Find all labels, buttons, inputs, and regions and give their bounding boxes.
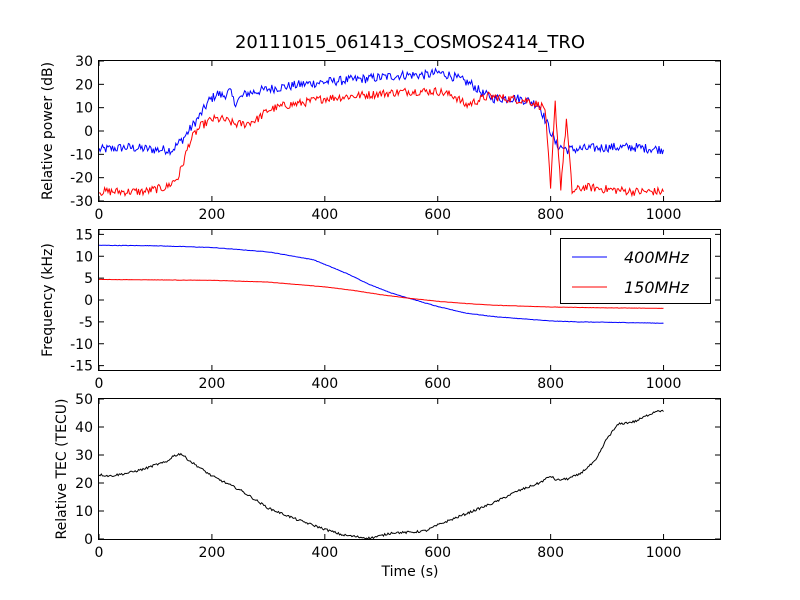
x-tick-label: 1000 bbox=[646, 545, 682, 561]
x-tick-label: 400 bbox=[311, 376, 338, 392]
x-tick-label: 1000 bbox=[646, 207, 682, 223]
frequency-plot-frame bbox=[98, 229, 721, 371]
power-lines bbox=[99, 67, 664, 198]
series-line-1 bbox=[99, 409, 664, 539]
y-tick-label: 40 bbox=[75, 420, 93, 436]
x-tick-label: 800 bbox=[537, 207, 564, 223]
legend-box bbox=[560, 238, 711, 304]
y-tick-label: 30 bbox=[75, 448, 93, 464]
y-tick-label: 10 bbox=[75, 101, 93, 117]
x-tick-label: 0 bbox=[95, 207, 104, 223]
y-tick-label: -10 bbox=[70, 147, 93, 163]
y-tick-label: 0 bbox=[84, 124, 93, 140]
frequency-ticks: 0 200 400 600 800 1000 -15 -10 -5 0 5 10 15 bbox=[70, 227, 720, 392]
frequency-y-axis-label: Frequency (kHz) bbox=[40, 243, 56, 357]
x-tick-label: 200 bbox=[199, 545, 226, 561]
y-tick-label: 15 bbox=[75, 227, 93, 243]
series-line-2 bbox=[99, 87, 664, 198]
tec-lines bbox=[99, 409, 664, 539]
tec-plot-frame bbox=[98, 398, 721, 540]
x-tick-label: 200 bbox=[199, 207, 226, 223]
figure-title: 20111015_061413_COSMOS2414_TRO bbox=[235, 32, 585, 53]
y-tick-label: 0 bbox=[84, 293, 93, 309]
y-tick-label: -5 bbox=[79, 315, 93, 331]
power-plot-frame bbox=[98, 60, 721, 202]
frequency-lines bbox=[99, 244, 664, 324]
power-panel: 0 200 400 600 800 1000 -30 -20 -10 0 10 20 30 Relati… bbox=[40, 54, 721, 223]
y-tick-label: 50 bbox=[75, 392, 93, 408]
x-tick-label: 400 bbox=[311, 545, 338, 561]
series-line-150mhz bbox=[99, 278, 664, 309]
frequency-panel: 0 200 400 600 800 1000 -15 -10 -5 0 5 10 15 Frequenc… bbox=[40, 227, 721, 392]
x-tick-label: 800 bbox=[537, 376, 564, 392]
x-tick-label: 800 bbox=[537, 545, 564, 561]
power-ticks: 0 200 400 600 800 1000 -30 -20 -10 0 10 20 30 bbox=[70, 54, 720, 223]
x-tick-label: 0 bbox=[95, 545, 104, 561]
tec-ticks: 0 200 400 600 800 1000 0 10 20 30 40 50 bbox=[75, 392, 720, 561]
y-tick-label: 5 bbox=[84, 271, 93, 287]
y-tick-label: -20 bbox=[70, 171, 93, 187]
x-tick-label: 400 bbox=[311, 207, 338, 223]
y-tick-label: 0 bbox=[84, 532, 93, 548]
tec-y-axis-label: Relative TEC (TECU) bbox=[54, 399, 70, 540]
x-tick-label: 600 bbox=[424, 207, 451, 223]
x-tick-label: 600 bbox=[424, 545, 451, 561]
legend-label-400mhz: 400MHz bbox=[624, 248, 689, 267]
y-tick-label: 20 bbox=[75, 476, 93, 492]
y-tick-label: -10 bbox=[70, 337, 93, 353]
y-tick-label: 10 bbox=[75, 249, 93, 265]
y-tick-label: 10 bbox=[75, 504, 93, 520]
y-tick-label: -30 bbox=[70, 194, 93, 210]
legend-label-150mhz: 150MHz bbox=[624, 278, 689, 297]
y-tick-label: 30 bbox=[75, 54, 93, 70]
frequency-legend: 400MHz 150MHz bbox=[560, 238, 711, 304]
tec-panel: 0 200 400 600 800 1000 0 10 20 30 40 50 Relative TE… bbox=[54, 392, 721, 561]
power-y-axis-label: Relative power (dB) bbox=[40, 62, 56, 200]
x-tick-label: 600 bbox=[424, 376, 451, 392]
y-tick-label: -15 bbox=[70, 359, 93, 375]
x-tick-label: 1000 bbox=[646, 376, 682, 392]
x-tick-label: 0 bbox=[95, 376, 104, 392]
y-tick-label: 20 bbox=[75, 77, 93, 93]
series-line-400mhz bbox=[99, 244, 664, 324]
x-axis-label: Time (s) bbox=[381, 564, 439, 580]
x-tick-label: 200 bbox=[199, 376, 226, 392]
